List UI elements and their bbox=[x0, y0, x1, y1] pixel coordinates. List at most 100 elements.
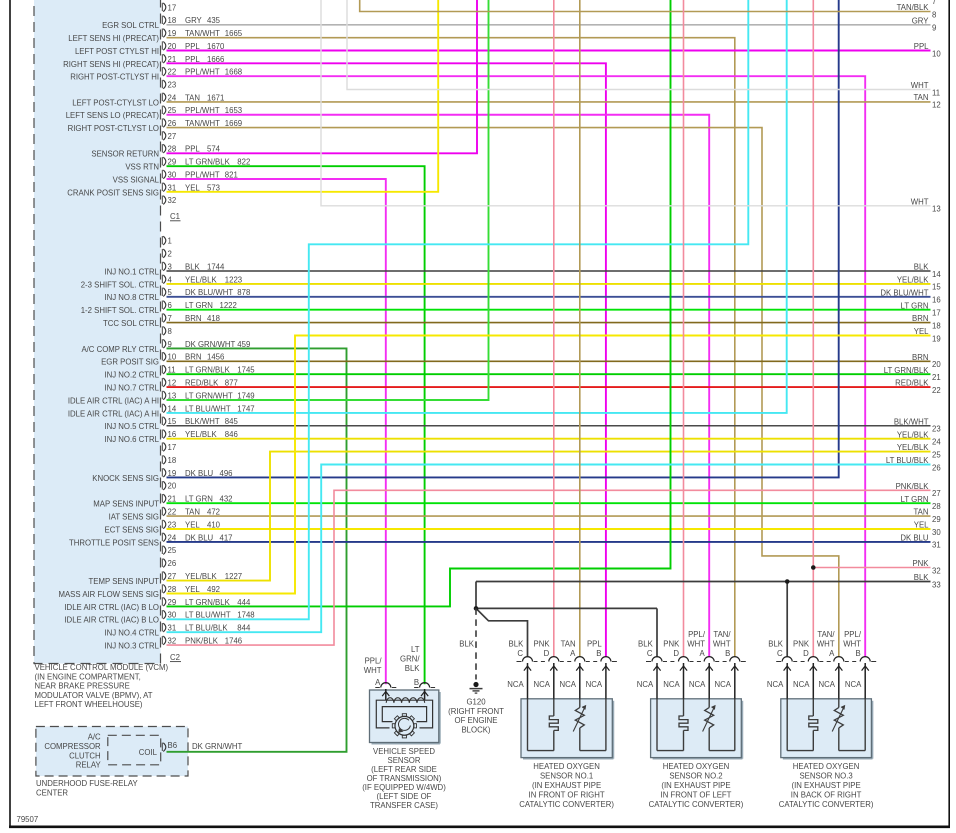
svg-text:LT: LT bbox=[411, 645, 420, 654]
svg-text:B: B bbox=[725, 649, 730, 658]
svg-text:DK BLU: DK BLU bbox=[900, 534, 929, 543]
svg-text:31: 31 bbox=[168, 624, 177, 633]
svg-text:D: D bbox=[544, 649, 550, 658]
svg-text:(IF EQUIPPED W/4WD): (IF EQUIPPED W/4WD) bbox=[362, 783, 446, 792]
svg-text:573: 573 bbox=[207, 183, 220, 192]
svg-text:LT GRN/BLK: LT GRN/BLK bbox=[884, 366, 930, 375]
svg-text:SENSOR NO.2: SENSOR NO.2 bbox=[669, 772, 722, 781]
svg-text:GRY: GRY bbox=[185, 16, 203, 25]
svg-text:7: 7 bbox=[168, 314, 172, 323]
svg-text:WHT: WHT bbox=[713, 640, 731, 649]
svg-text:YEL/BLK: YEL/BLK bbox=[185, 275, 217, 284]
svg-text:PPL/: PPL/ bbox=[844, 630, 862, 639]
svg-text:PPL: PPL bbox=[914, 42, 929, 51]
svg-text:(IN ENGINE COMPARTMENT,: (IN ENGINE COMPARTMENT, bbox=[35, 672, 141, 681]
svg-text:NCA: NCA bbox=[507, 680, 524, 689]
svg-text:20: 20 bbox=[168, 482, 177, 491]
svg-text:BLK/WHT: BLK/WHT bbox=[894, 417, 929, 426]
svg-text:KNOCK SENS SIG: KNOCK SENS SIG bbox=[92, 474, 159, 483]
svg-text:INJ NO.3 CTRL: INJ NO.3 CTRL bbox=[104, 642, 159, 651]
svg-text:B: B bbox=[414, 678, 419, 687]
svg-text:BLK: BLK bbox=[768, 640, 784, 649]
svg-text:(LEFT SIDE OF: (LEFT SIDE OF bbox=[377, 792, 432, 801]
svg-text:EGR POSIT SIG: EGR POSIT SIG bbox=[101, 358, 159, 367]
svg-text:18: 18 bbox=[932, 321, 941, 330]
svg-text:9: 9 bbox=[932, 24, 936, 33]
svg-text:A: A bbox=[375, 678, 381, 687]
svg-text:MODULATOR VALVE (BPMV), AT: MODULATOR VALVE (BPMV), AT bbox=[35, 691, 153, 700]
svg-text:IN FRONT OF RIGHT: IN FRONT OF RIGHT bbox=[529, 791, 605, 800]
svg-text:18: 18 bbox=[168, 16, 177, 25]
svg-text:VEHICLE CONTROL MODULE (VCM): VEHICLE CONTROL MODULE (VCM) bbox=[35, 663, 169, 672]
svg-text:10: 10 bbox=[932, 49, 941, 58]
svg-text:BRN: BRN bbox=[185, 353, 201, 362]
svg-text:YEL/BLK: YEL/BLK bbox=[897, 430, 929, 439]
svg-text:PPL/WHT: PPL/WHT bbox=[185, 106, 220, 115]
svg-text:CATALYTIC CONVERTER): CATALYTIC CONVERTER) bbox=[519, 800, 614, 809]
svg-text:TAN/: TAN/ bbox=[817, 630, 835, 639]
svg-text:HEATED OXYGEN: HEATED OXYGEN bbox=[663, 762, 730, 771]
svg-text:LT BLU/WHT: LT BLU/WHT bbox=[185, 404, 231, 413]
svg-text:RIGHT SENS HI (PRECAT): RIGHT SENS HI (PRECAT) bbox=[63, 60, 159, 69]
svg-text:B: B bbox=[855, 649, 860, 658]
svg-text:WHT: WHT bbox=[911, 81, 929, 90]
svg-text:PPL: PPL bbox=[185, 42, 200, 51]
svg-text:1665: 1665 bbox=[225, 29, 243, 38]
svg-text:VSS SIGNAL: VSS SIGNAL bbox=[113, 175, 160, 184]
svg-text:INJ NO.4 CTRL: INJ NO.4 CTRL bbox=[104, 629, 159, 638]
svg-text:(IN EXHAUST PIPE: (IN EXHAUST PIPE bbox=[661, 781, 730, 790]
svg-text:31: 31 bbox=[932, 541, 941, 550]
svg-text:CENTER: CENTER bbox=[36, 789, 68, 798]
svg-text:INJ NO.6 CTRL: INJ NO.6 CTRL bbox=[104, 435, 159, 444]
svg-text:15: 15 bbox=[168, 417, 177, 426]
svg-text:EGR SOL CTRL: EGR SOL CTRL bbox=[102, 21, 160, 30]
svg-text:INJ NO.5 CTRL: INJ NO.5 CTRL bbox=[104, 422, 159, 431]
svg-text:SENSOR NO.3: SENSOR NO.3 bbox=[799, 772, 852, 781]
svg-text:VSS RTN: VSS RTN bbox=[125, 163, 159, 172]
svg-text:LT GRN/BLK: LT GRN/BLK bbox=[185, 158, 231, 167]
svg-text:PNK/BLK: PNK/BLK bbox=[185, 637, 219, 646]
svg-text:26: 26 bbox=[168, 559, 177, 568]
svg-text:VEHICLE SPEED: VEHICLE SPEED bbox=[373, 747, 435, 756]
svg-text:8: 8 bbox=[932, 10, 936, 19]
svg-text:1-2 SHIFT SOL. CTRL: 1-2 SHIFT SOL. CTRL bbox=[81, 306, 160, 315]
svg-text:C: C bbox=[777, 649, 783, 658]
svg-text:17: 17 bbox=[168, 443, 177, 452]
svg-text:5: 5 bbox=[168, 288, 173, 297]
svg-text:RIGHT POST-CTLYST HI: RIGHT POST-CTLYST HI bbox=[70, 73, 159, 82]
svg-text:INJ NO.1 CTRL: INJ NO.1 CTRL bbox=[104, 267, 159, 276]
svg-text:IDLE AIR CTRL (IAC) B LO: IDLE AIR CTRL (IAC) B LO bbox=[64, 603, 159, 612]
svg-text:846: 846 bbox=[225, 430, 238, 439]
svg-text:1: 1 bbox=[168, 237, 172, 246]
svg-text:31: 31 bbox=[168, 183, 177, 192]
svg-text:YEL/BLK: YEL/BLK bbox=[185, 430, 217, 439]
svg-text:CATALYTIC CONVERTER): CATALYTIC CONVERTER) bbox=[649, 800, 744, 809]
svg-text:16: 16 bbox=[168, 430, 177, 439]
svg-text:1666: 1666 bbox=[207, 55, 224, 64]
svg-text:A/C: A/C bbox=[88, 733, 101, 742]
svg-text:BLK: BLK bbox=[638, 640, 654, 649]
svg-text:D: D bbox=[803, 649, 809, 658]
svg-text:8: 8 bbox=[168, 327, 172, 336]
svg-text:YEL: YEL bbox=[185, 183, 200, 192]
svg-text:28: 28 bbox=[168, 145, 177, 154]
svg-text:LEFT POST CTYLST HI: LEFT POST CTYLST HI bbox=[75, 47, 159, 56]
svg-text:TAN/WHT: TAN/WHT bbox=[185, 119, 220, 128]
svg-text:NCA: NCA bbox=[560, 680, 577, 689]
svg-text:GRY: GRY bbox=[912, 16, 930, 25]
svg-text:BLK: BLK bbox=[185, 262, 201, 271]
svg-text:TEMP SENS INPUT: TEMP SENS INPUT bbox=[89, 577, 160, 586]
svg-text:1653: 1653 bbox=[225, 106, 242, 115]
svg-text:21: 21 bbox=[168, 55, 177, 64]
svg-text:YEL/BLK: YEL/BLK bbox=[185, 572, 217, 581]
svg-text:DK BLU/WHT: DK BLU/WHT bbox=[880, 288, 928, 297]
svg-text:TAN/WHT: TAN/WHT bbox=[185, 29, 220, 38]
svg-text:822: 822 bbox=[237, 158, 250, 167]
svg-text:LT BLU/BLK: LT BLU/BLK bbox=[185, 624, 228, 633]
svg-text:23: 23 bbox=[168, 520, 177, 529]
svg-text:YEL: YEL bbox=[914, 327, 929, 336]
svg-text:PNK/BLK: PNK/BLK bbox=[896, 482, 930, 491]
svg-text:NEAR BRAKE PRESSURE: NEAR BRAKE PRESSURE bbox=[35, 682, 130, 691]
svg-text:29: 29 bbox=[168, 598, 177, 607]
svg-text:TCC SOL CTRL: TCC SOL CTRL bbox=[103, 319, 160, 328]
